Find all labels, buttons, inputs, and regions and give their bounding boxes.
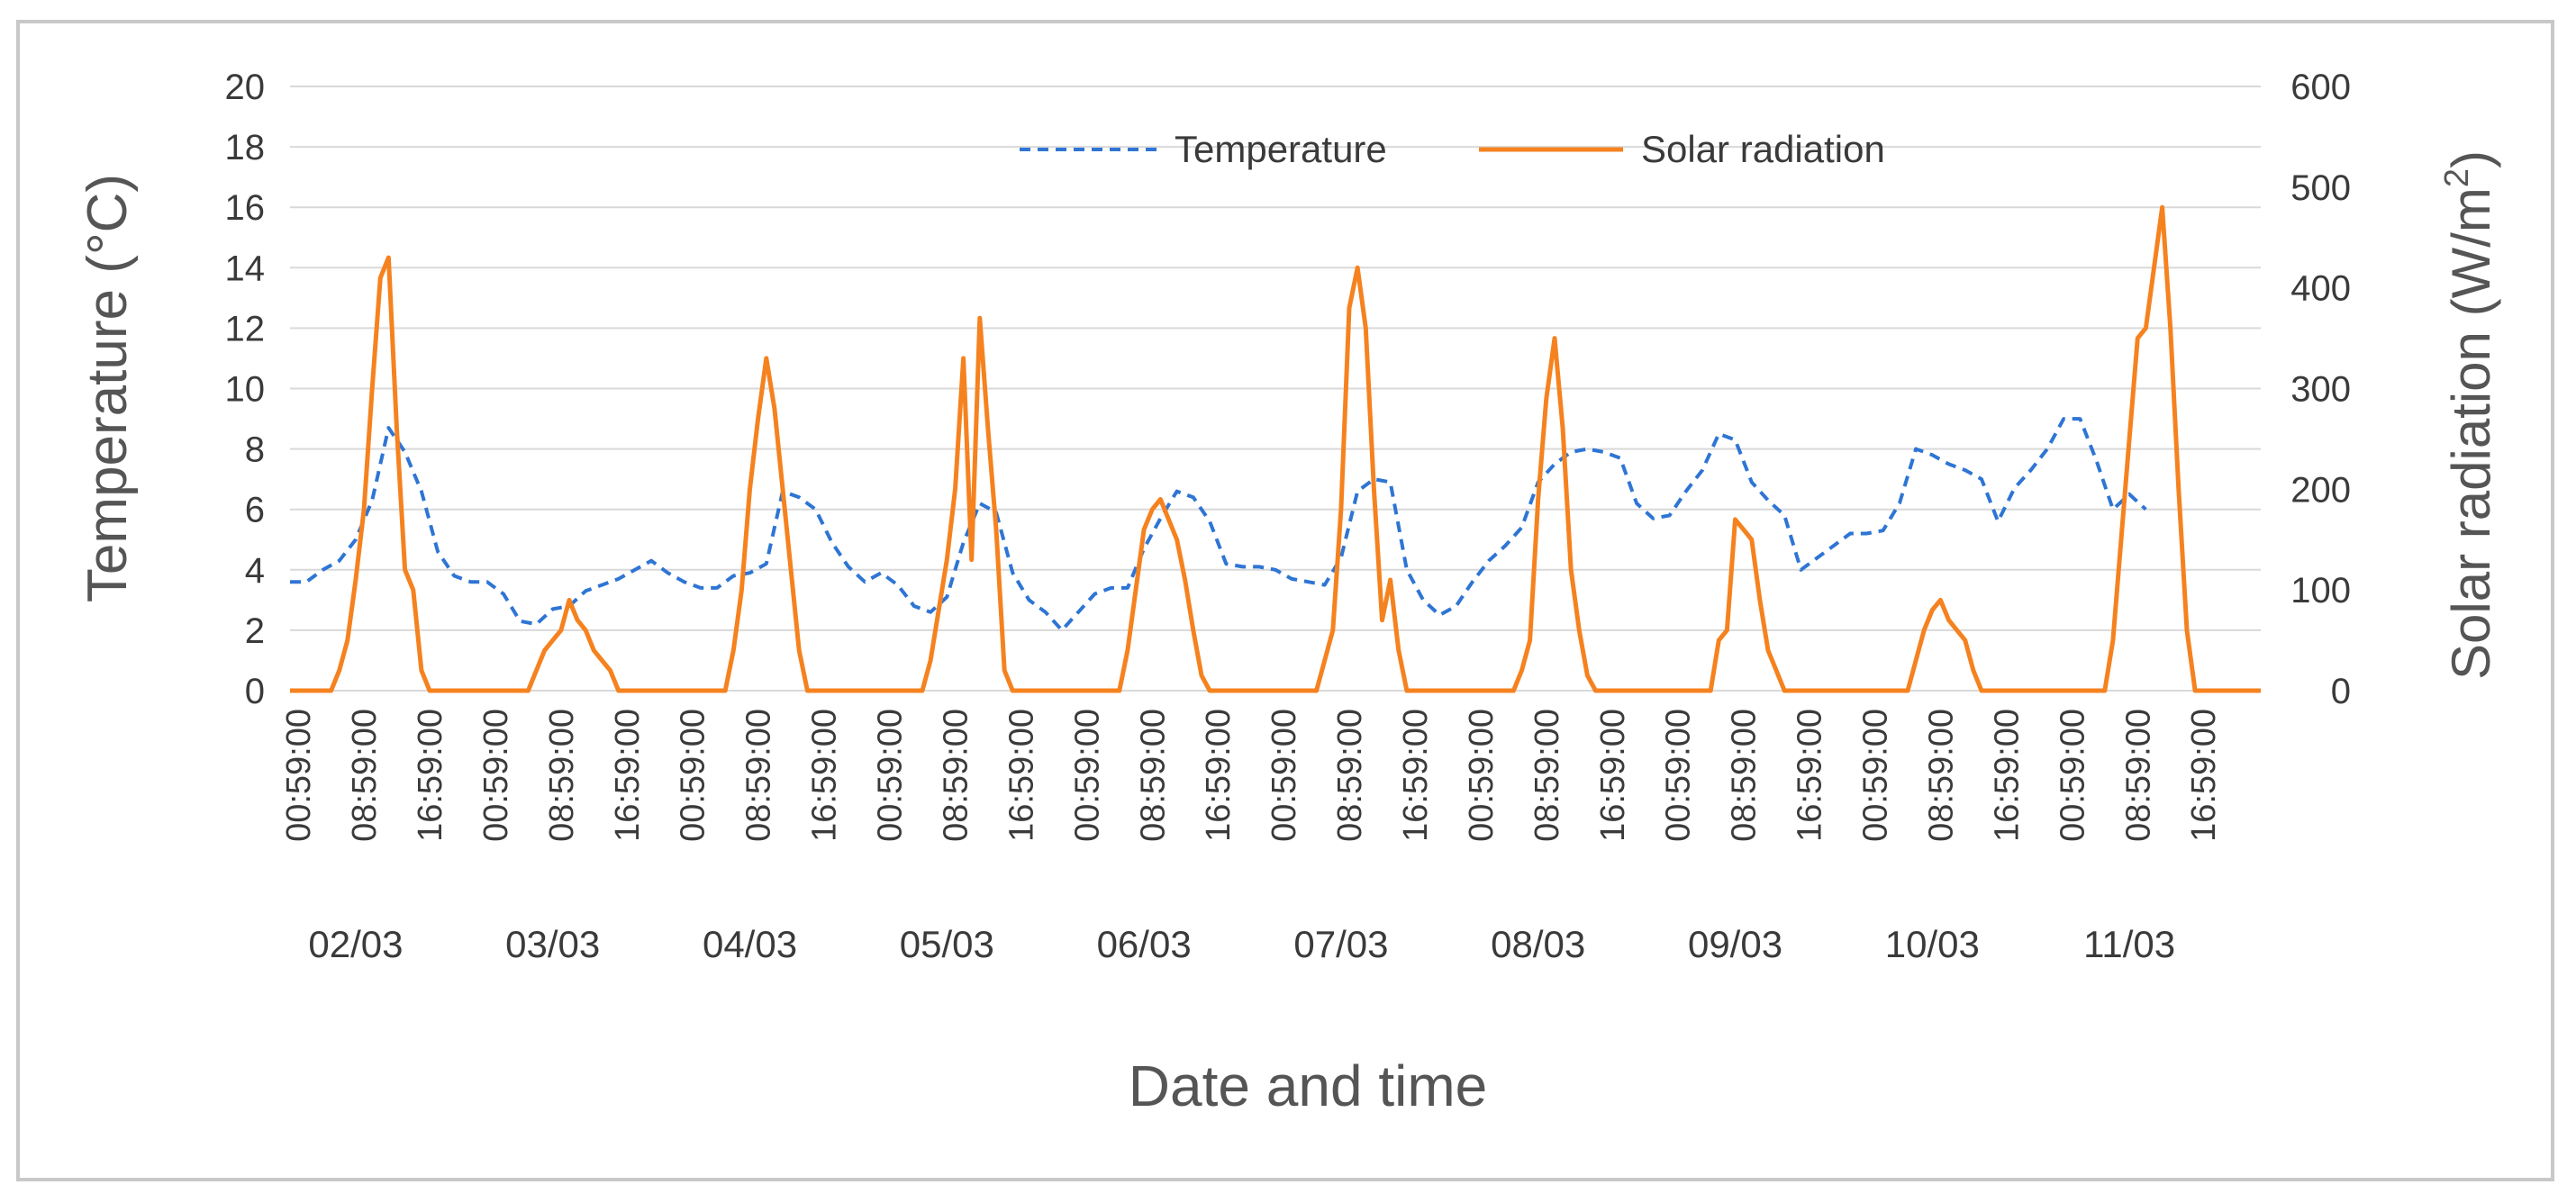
y-right-tick-label: 600 (2290, 68, 2351, 107)
x-day-label: 04/03 (703, 923, 797, 965)
x-time-tick-label: 16:59:00 (609, 709, 647, 842)
y-left-tick-label: 6 (245, 491, 265, 530)
x-time-tick-label: 16:59:00 (1594, 709, 1632, 842)
x-time-tick-label: 16:59:00 (1397, 709, 1435, 842)
x-day-label: 06/03 (1097, 923, 1192, 965)
legend-solar-label: Solar radiation (1641, 128, 1885, 170)
y-right-tick-label: 100 (2290, 571, 2351, 611)
right-tick-labels: 0 100 200 300 400 500 600 (2290, 68, 2351, 711)
y-right-tick-label: 400 (2290, 269, 2351, 309)
x-time-tick-label: 16:59:00 (1988, 709, 2026, 842)
x-time-tick-label: 00:59:00 (477, 709, 515, 842)
y-right-tick-label: 500 (2290, 168, 2351, 208)
x-time-tick-label: 00:59:00 (280, 709, 318, 842)
x-time-tick-label: 08:59:00 (543, 709, 581, 842)
y-left-tick-label: 20 (225, 68, 266, 107)
x-time-tick-label: 00:59:00 (1463, 709, 1501, 842)
x-day-label: 02/03 (308, 923, 403, 965)
y-left-tick-label: 8 (245, 430, 265, 470)
x-time-tick-label: 16:59:00 (412, 709, 449, 842)
x-time-tick-label: 08:59:00 (1726, 709, 1764, 842)
x-time-tick-label: 16:59:00 (1002, 709, 1040, 842)
temperature-line (290, 417, 2147, 632)
x-time-tick-label: 16:59:00 (2185, 709, 2223, 842)
x-time-tick-label: 16:59:00 (806, 709, 844, 842)
x-day-label: 10/03 (1885, 923, 1980, 965)
y-left-tick-label: 0 (245, 672, 265, 711)
y-axis-right-title-base: Solar radiation (W/m (2441, 187, 2501, 680)
y-left-tick-label: 10 (225, 370, 266, 410)
x-time-tick-label: 00:59:00 (1660, 709, 1698, 842)
y-right-tick-label: 200 (2290, 470, 2351, 510)
legend: Temperature Solar radiation (1020, 128, 1885, 170)
series-group (290, 204, 2261, 693)
gridlines (290, 86, 2261, 692)
y-left-tick-label: 4 (245, 551, 265, 591)
x-time-tick-label: 00:59:00 (872, 709, 910, 842)
y-left-tick-label: 12 (225, 309, 266, 348)
solar-radiation-line (290, 204, 2261, 693)
x-time-tick-label: 16:59:00 (1200, 709, 1238, 842)
y-axis-right-title: Solar radiation (W/m2) (2438, 150, 2501, 680)
x-time-tick-label: 08:59:00 (346, 709, 384, 842)
x-time-tick-label: 00:59:00 (1265, 709, 1303, 842)
x-day-label: 03/03 (505, 923, 600, 965)
x-time-tick-label: 00:59:00 (675, 709, 712, 842)
x-time-tick-label: 08:59:00 (1331, 709, 1369, 842)
chart: 0 2 4 6 8 10 12 14 16 18 20 0 100 200 300 400 500 600 00… (77, 68, 2501, 1118)
x-time-tick-label: 08:59:00 (1528, 709, 1566, 842)
x-time-tick-label: 08:59:00 (740, 709, 778, 842)
left-tick-labels: 0 2 4 6 8 10 12 14 16 18 20 (225, 68, 266, 711)
y-axis-right-title-close: ) (2441, 150, 2501, 168)
y-right-tick-label: 0 (2331, 672, 2351, 711)
y-axis-left-title: Temperature (°C) (77, 174, 139, 602)
x-day-label: 11/03 (2083, 923, 2175, 965)
x-day-label: 09/03 (1688, 923, 1782, 965)
chart-frame: 0 2 4 6 8 10 12 14 16 18 20 0 100 200 300 400 500 600 00… (16, 20, 2554, 1181)
x-axis-title: Date and time (1129, 1054, 1487, 1118)
y-right-tick-label: 300 (2290, 370, 2351, 410)
y-left-tick-label: 2 (245, 611, 265, 651)
x-time-tick-label: 00:59:00 (2054, 709, 2091, 842)
y-left-tick-label: 18 (225, 128, 266, 167)
x-day-label: 08/03 (1491, 923, 1585, 965)
x-day-label: 05/03 (900, 923, 994, 965)
x-time-tick-label: 08:59:00 (937, 709, 975, 842)
x-time-tick-label: 00:59:00 (1857, 709, 1895, 842)
x-time-tick-label: 00:59:00 (1068, 709, 1106, 842)
y-left-tick-label: 14 (225, 249, 266, 288)
x-tick-labels: 00:59:00 08:59:00 16:59:00 02/03 00:59:00 08:… (280, 709, 2223, 965)
x-day-label: 07/03 (1293, 923, 1388, 965)
x-time-tick-label: 08:59:00 (1134, 709, 1172, 842)
x-time-tick-label: 08:59:00 (2119, 709, 2157, 842)
legend-temperature-label: Temperature (1175, 128, 1387, 170)
y-axis-right-title-sup: 2 (2438, 168, 2476, 187)
x-time-tick-label: 16:59:00 (1791, 709, 1829, 842)
x-time-tick-label: 08:59:00 (1922, 709, 1960, 842)
y-left-tick-label: 16 (225, 188, 266, 228)
